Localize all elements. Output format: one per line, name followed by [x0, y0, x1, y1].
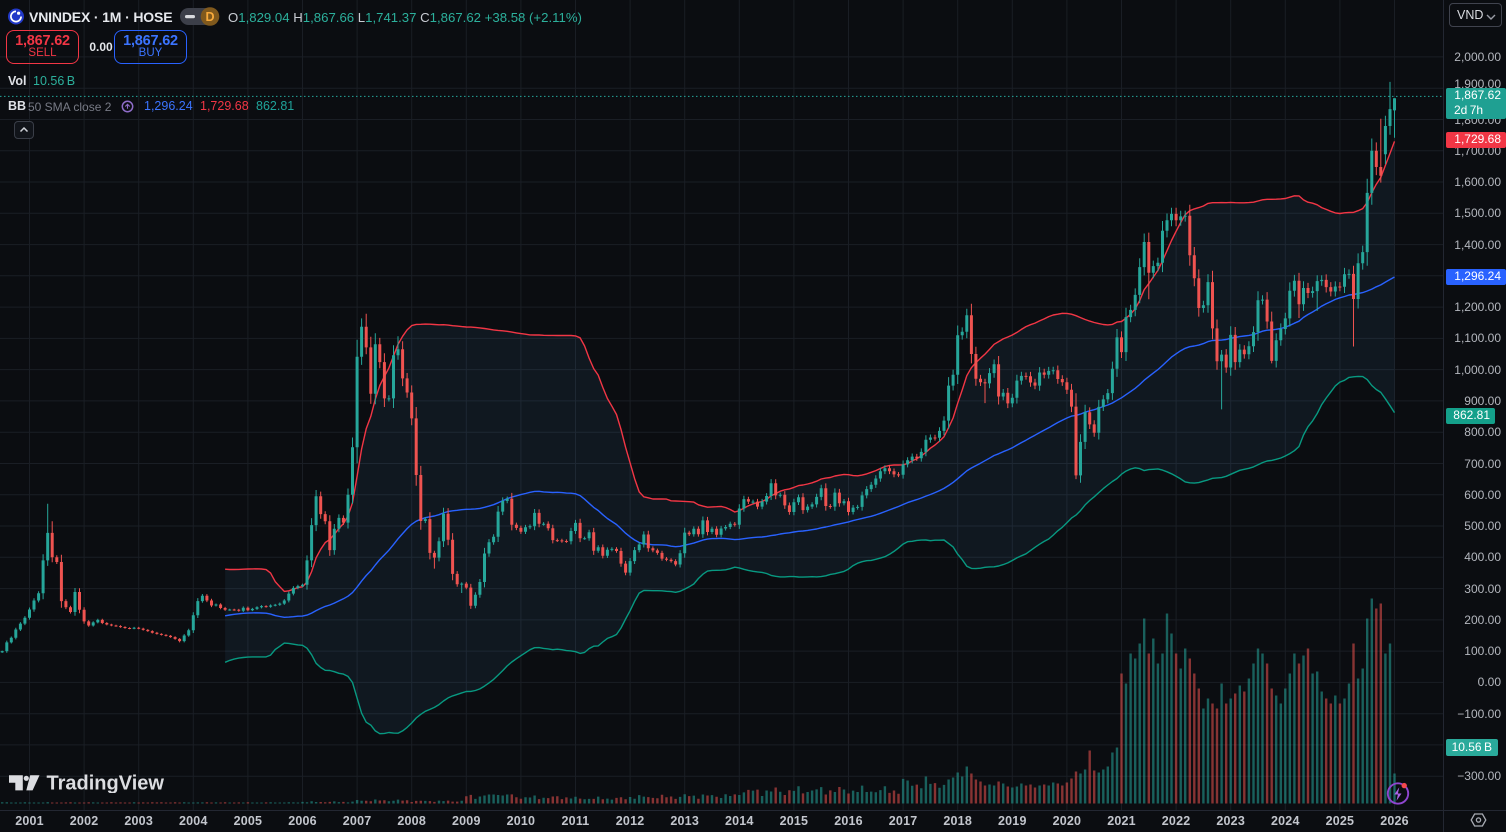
svg-text:TradingView: TradingView [47, 773, 165, 793]
svg-text:D: D [205, 10, 214, 24]
